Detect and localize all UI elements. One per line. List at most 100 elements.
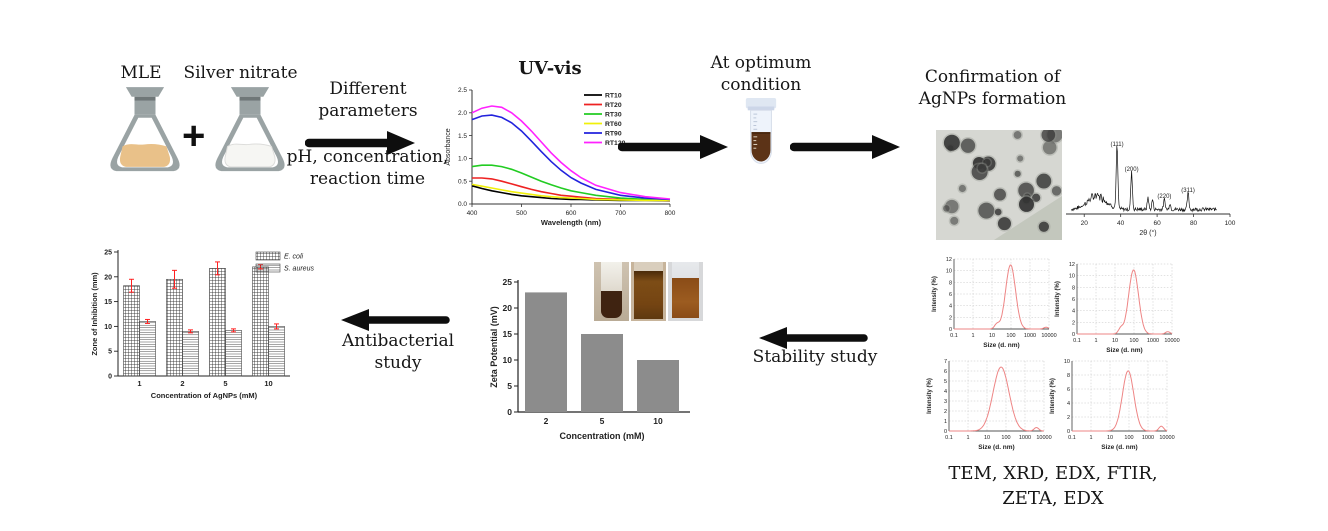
svg-text:0: 0 [507, 407, 512, 417]
zone-bar [182, 331, 199, 377]
svg-text:10: 10 [503, 355, 513, 365]
vial-photo-3 [668, 262, 703, 321]
dls4-ylabel: Intensity (%) [1050, 378, 1056, 414]
svg-text:3: 3 [944, 399, 947, 405]
svg-text:10: 10 [264, 379, 272, 388]
svg-text:8: 8 [949, 280, 952, 286]
svg-text:1000: 1000 [1142, 435, 1154, 441]
xrd-peak-label: (311) [1181, 188, 1195, 194]
svg-text:10: 10 [1069, 274, 1075, 280]
zone-bar [252, 266, 269, 377]
zone-legend-e-coli: E. coli [284, 254, 304, 261]
dls2-curve [1077, 269, 1173, 335]
svg-text:0: 0 [1072, 332, 1075, 338]
zone-bar [268, 326, 285, 377]
svg-text:100: 100 [1006, 333, 1015, 339]
xrd-peak-label: (111) [1110, 142, 1123, 148]
svg-text:800: 800 [665, 210, 676, 217]
parameters-title: Different parameters [318, 79, 418, 122]
optimum-condition-label: At optimum condition [710, 53, 812, 96]
dls2-ylabel: Intensity (%) [1055, 281, 1061, 317]
svg-text:1: 1 [971, 333, 974, 339]
svg-text:1.5: 1.5 [458, 133, 467, 140]
svg-text:0.1: 0.1 [950, 333, 958, 339]
svg-text:6: 6 [1072, 297, 1075, 303]
dls1-curve [954, 264, 1050, 330]
uvvis-legend-RT90: RT90 [605, 130, 622, 137]
uvvis-series-RT120 [471, 105, 671, 200]
svg-text:20: 20 [1081, 220, 1089, 227]
svg-text:1: 1 [944, 419, 947, 425]
confirmation-label: Confirmation of AgNPs formation [918, 67, 1067, 110]
svg-text:4: 4 [944, 389, 947, 395]
zone-bar [225, 330, 242, 377]
svg-text:10000: 10000 [1041, 333, 1056, 339]
svg-text:80: 80 [1190, 220, 1198, 227]
parameters-arrow-right-icon [304, 128, 417, 163]
zeta-potential-chart: 0 5 10 15 20 25 2 5 10 Concentration (mM) Zeta Pot… [488, 270, 696, 453]
uvvis-series-RT60 [471, 183, 670, 202]
svg-text:4: 4 [1067, 401, 1070, 407]
xrd-trace [1071, 145, 1217, 213]
svg-text:8: 8 [1072, 285, 1075, 291]
zone-bar [123, 285, 140, 377]
svg-text:1000: 1000 [1147, 338, 1159, 344]
svg-text:2.0: 2.0 [458, 110, 467, 117]
svg-text:1000: 1000 [1019, 435, 1031, 441]
uvvis-legend-RT20: RT20 [605, 102, 622, 109]
svg-text:10: 10 [1112, 338, 1118, 344]
test-tube-icon [742, 98, 780, 175]
svg-text:0: 0 [108, 374, 112, 381]
uvvis-legend-RT30: RT30 [605, 111, 622, 118]
svg-text:10000: 10000 [1164, 338, 1179, 344]
uvvis-plot: 400 500 600 700 800 0.0 0.5 1.0 1.5 2.0 2.5 Wavelen… [445, 87, 676, 227]
dls2-plot: 0 2 4 6 8 10 12 0.1 1 10 100 1000 10000 Size (d. nm) I… [1055, 262, 1180, 354]
svg-text:5: 5 [600, 416, 605, 426]
dls-chart-1: 0 2 4 6 8 10 12 0.1 1 10 100 1000 10000 Size (d. nm) I… [930, 253, 1057, 360]
svg-text:6: 6 [944, 369, 947, 375]
to-confirmation-arrow-right-icon [789, 132, 902, 167]
plus-sign: + [182, 114, 206, 158]
dls4-plot: 0 2 4 6 8 10 0.1 1 10 100 1000 10000 Size (d. nm) Int… [1050, 359, 1175, 451]
svg-text:40: 40 [1117, 220, 1125, 227]
stability-arrow-left-icon [758, 325, 868, 356]
svg-text:8: 8 [1067, 373, 1070, 379]
uvvis-xlabel: Wavelength (nm) [541, 218, 602, 227]
uvvis-legend-RT60: RT60 [605, 121, 622, 128]
svg-text:12: 12 [946, 257, 952, 263]
dls3-ylabel: Intensity (%) [927, 378, 933, 414]
svg-text:2: 2 [949, 315, 952, 321]
svg-text:15: 15 [503, 329, 513, 339]
zone-of-inhibition-chart: 0 5 10 15 20 25 1 2 5 10 Concentration of AgNPs (m… [88, 240, 350, 411]
svg-text:10: 10 [946, 269, 952, 275]
svg-text:1: 1 [966, 435, 969, 441]
svg-text:12: 12 [1069, 262, 1075, 268]
flask-silver-nitrate-label: Silver nitrate [183, 63, 298, 83]
svg-text:25: 25 [503, 277, 513, 287]
svg-text:4: 4 [949, 304, 952, 310]
tem-image [936, 125, 1065, 245]
dls3-xlabel: Size (d. nm) [978, 444, 1014, 451]
uvvis-title: UV-vis [518, 58, 582, 79]
vial-photo-1 [594, 262, 629, 321]
xrd-peak-label: (220) [1157, 194, 1171, 200]
methods-text-line2: ZETA, EDX [1002, 488, 1104, 509]
svg-text:0.1: 0.1 [1068, 435, 1076, 441]
stability-vials-photo [594, 262, 703, 321]
uvvis-legend-RT10: RT10 [605, 92, 622, 99]
svg-text:0.5: 0.5 [458, 178, 467, 185]
dls3-curve [949, 366, 1044, 432]
svg-text:20: 20 [503, 303, 513, 313]
zeta-bar-10 [637, 360, 679, 412]
svg-text:700: 700 [615, 210, 626, 217]
svg-text:6: 6 [1067, 387, 1070, 393]
svg-text:10: 10 [653, 416, 663, 426]
xrd-xlabel: 2θ (°) [1139, 229, 1156, 237]
svg-text:1: 1 [1089, 435, 1092, 441]
tem-micrograph [936, 125, 1065, 240]
svg-text:2: 2 [1072, 320, 1075, 326]
dls-chart-4: 0 2 4 6 8 10 0.1 1 10 100 1000 10000 Size (d. nm) Int… [1048, 355, 1175, 462]
svg-text:6: 6 [949, 292, 952, 298]
svg-text:60: 60 [1153, 220, 1161, 227]
